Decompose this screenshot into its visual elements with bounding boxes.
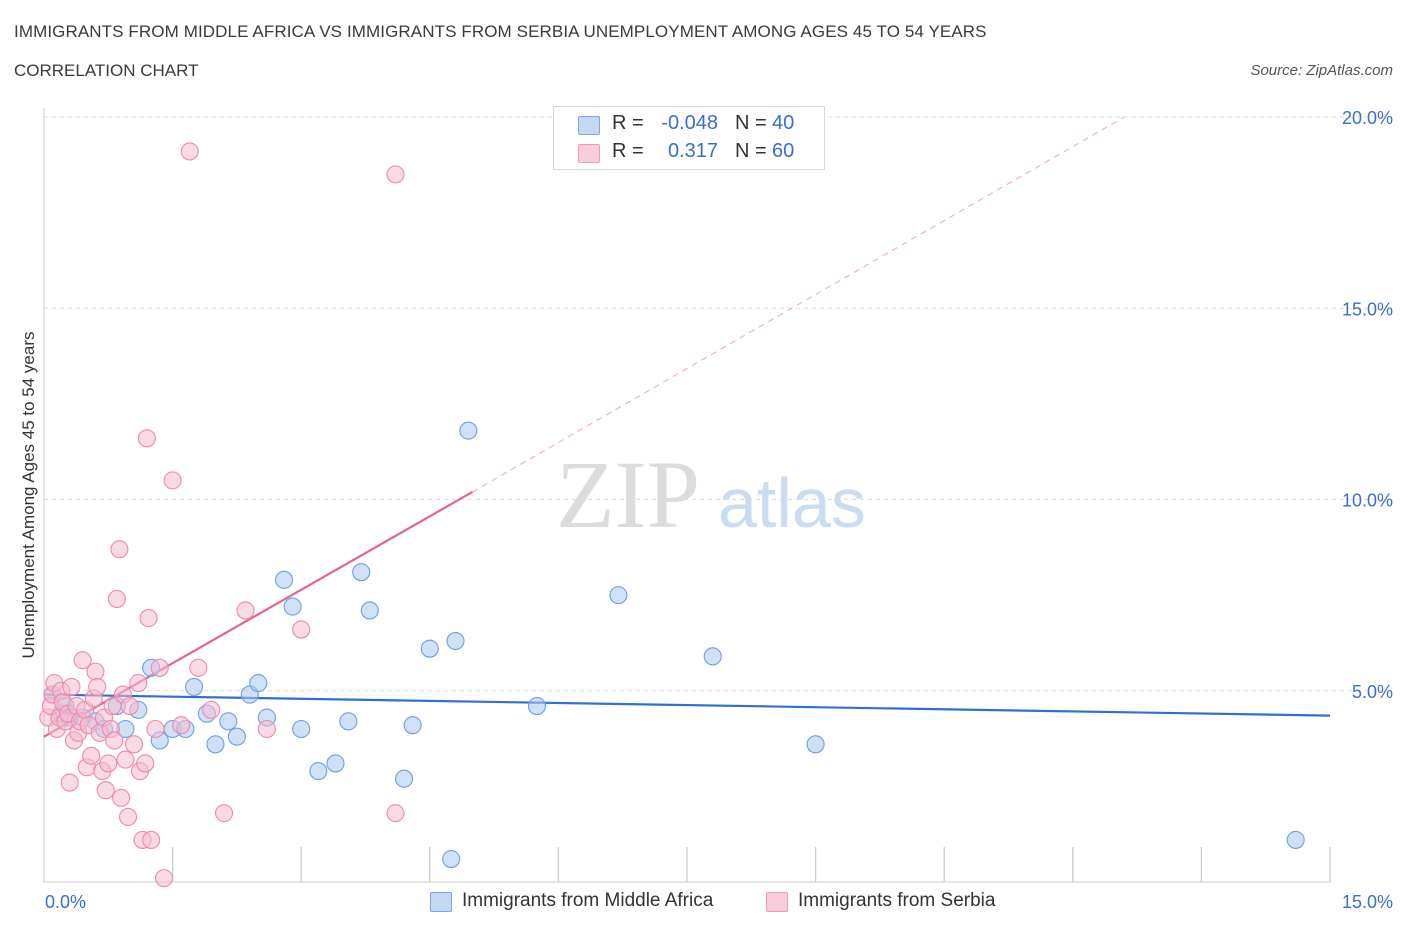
chart-title: IMMIGRANTS FROM MIDDLE AFRICA VS IMMIGRA… [14, 22, 987, 41]
point-serbia [124, 735, 144, 754]
point-middle-africa [352, 563, 371, 582]
point-middle-africa [395, 769, 414, 788]
point-serbia [136, 754, 155, 773]
point-serbia [163, 471, 182, 490]
point-middle-africa [339, 712, 358, 731]
legend-r-label: R = [612, 112, 644, 134]
point-serbia [86, 662, 105, 681]
point-serbia [105, 731, 124, 750]
point-middle-africa [227, 727, 246, 746]
point-middle-africa [309, 762, 328, 781]
point-middle-africa [184, 677, 204, 696]
bottom-legend-label: Immigrants from Serbia [798, 890, 996, 911]
legend-swatch-pink [578, 144, 600, 163]
point-middle-africa [442, 849, 461, 869]
point-serbia [96, 781, 115, 800]
point-middle-africa [292, 719, 311, 739]
point-serbia [60, 773, 79, 792]
point-serbia [257, 719, 276, 739]
point-middle-africa [609, 586, 628, 605]
legend-n-value: 60 [772, 140, 795, 162]
legend-r-label: R = [612, 140, 644, 162]
bottom-legend-swatch-blue [430, 892, 452, 912]
point-middle-africa [326, 754, 345, 773]
point-serbia [73, 651, 92, 670]
point-serbia [154, 869, 174, 888]
point-middle-africa [275, 570, 294, 589]
point-serbia [202, 700, 221, 719]
point-serbia [292, 620, 311, 639]
point-serbia [146, 719, 165, 739]
point-middle-africa [420, 639, 439, 658]
axes [43, 108, 1331, 883]
point-serbia [172, 716, 191, 735]
point-middle-africa [459, 421, 478, 440]
y-tick-label: 15.0% [1342, 299, 1393, 319]
point-serbia [116, 750, 135, 769]
point-middle-africa [446, 631, 465, 651]
point-serbia [110, 540, 129, 559]
point-serbia [150, 658, 169, 677]
watermark-zip: ZIP [556, 441, 700, 548]
correlation-legend: R = -0.048 N = 40 R = 0.317 N = 60 [553, 106, 825, 170]
point-serbia [118, 807, 138, 827]
trend-line-serbia-extension [472, 116, 1125, 493]
point-serbia [386, 165, 405, 184]
legend-n-label: N = [735, 140, 767, 162]
point-middle-africa [283, 597, 302, 616]
x-tick-label: 0.0% [45, 892, 86, 912]
x-tick-label: 15.0% [1342, 892, 1393, 912]
point-serbia [139, 609, 158, 628]
point-middle-africa [360, 601, 379, 620]
y-tick-label: 5.0% [1352, 682, 1393, 702]
y-tick-label: 10.0% [1342, 491, 1393, 511]
bottom-legend-swatch-pink [766, 892, 788, 912]
point-middle-africa [219, 712, 238, 731]
legend-swatch-blue [578, 116, 600, 135]
trend-lines [43, 116, 1331, 738]
legend-n-label: N = [735, 112, 767, 134]
point-serbia [236, 601, 255, 620]
point-middle-africa [806, 735, 825, 754]
y-tick-label: 20.0% [1342, 108, 1393, 128]
point-serbia [189, 658, 208, 677]
data-points [39, 142, 1305, 888]
point-serbia [107, 589, 126, 609]
legend-n-value: 40 [772, 112, 795, 134]
point-serbia [112, 788, 131, 807]
point-serbia [386, 804, 405, 823]
point-middle-africa [527, 696, 547, 716]
legend-r-value: -0.048 [661, 112, 718, 134]
point-serbia [129, 674, 148, 693]
bottom-legend-label: Immigrants from Middle Africa [462, 890, 714, 911]
point-serbia [82, 746, 101, 765]
point-serbia [62, 677, 81, 696]
point-middle-africa [1286, 830, 1305, 849]
chart-subtitle: CORRELATION CHART [14, 61, 199, 80]
point-serbia [214, 804, 234, 823]
point-serbia [180, 142, 199, 161]
point-middle-africa [249, 674, 268, 693]
point-middle-africa [206, 735, 225, 754]
point-serbia [120, 696, 139, 716]
point-serbia [137, 429, 156, 448]
legend-r-value: 0.317 [667, 140, 718, 162]
tick-labels: 5.0% 10.0% 15.0% 20.0% 0.0% 15.0% [45, 108, 1393, 912]
point-serbia [88, 677, 107, 696]
point-middle-africa [703, 647, 722, 666]
y-axis-label: Unemployment Among Ages 45 to 54 years [19, 332, 38, 659]
source-label: Source: ZipAtlas.com [1250, 62, 1393, 79]
watermark-atlas: atlas [718, 464, 866, 542]
point-middle-africa [403, 716, 422, 735]
point-serbia [142, 830, 161, 849]
trend-line-middle-africa [43, 693, 1331, 717]
point-serbia [99, 754, 118, 773]
